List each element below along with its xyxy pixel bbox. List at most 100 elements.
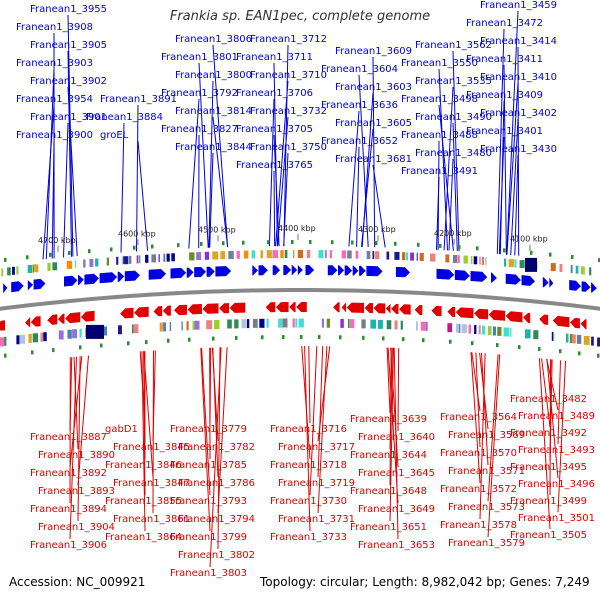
feature-block [326,318,330,328]
feature-block [86,324,104,339]
feature-block [525,257,537,272]
forward-gene [542,277,549,288]
reverse-gene-label: Franean1_3845 [113,442,190,453]
reverse-leader-line [308,345,311,424]
forward-gene [194,267,206,278]
reverse-gene [488,309,506,321]
scale-label: 4200 kbp [434,229,472,238]
reverse-gene-label: Franean1_3786 [178,478,255,489]
reverse-gene-label: Franean1_3847 [113,478,190,489]
feature-block [481,325,485,335]
feature-block [400,320,403,330]
reverse-gene [474,308,489,320]
forward-leader-line [503,64,507,255]
reverse-leader-line [546,358,559,411]
gc-tick [151,244,154,249]
reverse-gene [80,310,95,322]
feature-block [259,318,265,328]
feature-block [16,335,20,345]
reverse-leader-line [304,345,311,532]
feature-block [340,318,344,328]
gc-tick [598,258,600,263]
forward-gene [3,283,8,294]
gc-tick [402,337,405,342]
reverse-gene-label: Franean1_3572 [440,484,517,495]
forward-gene-label: Franean1_3706 [236,88,313,99]
forward-leader-line [498,136,505,255]
gc-tick [133,245,136,250]
feature-block [246,319,250,329]
reverse-gene [333,302,340,313]
forward-gene [436,268,455,280]
forward-leader-line [438,104,454,251]
forward-gene-label: Franean1_3488 [401,130,478,141]
gc-tick [559,349,562,354]
feature-block [575,265,579,274]
gc-tick [439,243,442,248]
forward-gene [297,265,303,275]
scale-label: 4700 kbp [38,236,76,245]
forward-leader-line [452,122,458,252]
forward-gene-label: Franean1_3732 [250,106,327,117]
feature-block [458,323,461,333]
feature-block [214,320,220,329]
feature-block [405,252,408,261]
reverse-gene-label: Franean1_3493 [518,445,595,456]
feature-block [40,332,44,342]
feature-block [306,250,311,258]
feature-block [321,318,324,328]
feature-block [350,319,355,329]
forward-gene [33,278,46,290]
forward-leader-line [208,80,214,248]
forward-gene-label: Franean1_3605 [335,118,412,129]
feature-block [456,323,459,333]
feature-block [72,329,77,339]
feature-block [589,267,592,276]
forward-leader-line [448,158,454,251]
forward-gene [491,272,497,283]
feature-block [401,252,406,261]
forward-gene [395,266,410,278]
forward-gene-label: Franean1_3411 [466,54,543,65]
forward-leader-line [273,62,278,247]
gc-tick [49,252,52,257]
feature-block [572,334,576,344]
forward-gene [124,270,140,282]
reverse-gene-label: Franean1_3645 [358,468,435,479]
feature-block [416,321,418,331]
feature-block [196,252,202,261]
forward-gene-label: Franean1_3562 [415,40,492,51]
reverse-gene-label: Franean1_3496 [518,479,595,490]
forward-leader-line [517,46,520,256]
forward-leader-line [358,74,369,247]
feature-block [7,267,11,276]
gc-tick [4,353,7,358]
reverse-gene [447,306,456,317]
forward-gene [581,281,591,292]
feature-block [220,251,226,260]
gc-tick [212,336,215,341]
reverse-leader-line [73,356,79,450]
reverse-leader-line [557,360,561,445]
gc-tick [300,335,303,339]
feature-block [75,260,77,269]
forward-gene [305,265,315,275]
feature-block [341,250,347,259]
gc-tick [167,338,170,343]
reverse-gene [229,302,246,313]
feature-block [569,334,573,343]
gc-tick [177,243,180,248]
feature-block [378,319,383,329]
feature-block [136,255,139,264]
gc-tick [394,241,397,246]
feature-block [266,318,269,328]
feature-block [282,318,288,328]
reverse-gene-label: Franean1_3489 [518,411,595,422]
feature-block [284,250,288,258]
gc-tick [351,240,354,245]
forward-gene [117,271,125,282]
reverse-gene [385,303,391,314]
forward-leader-line [67,86,78,257]
feature-block [129,255,132,264]
feature-block [461,324,467,334]
